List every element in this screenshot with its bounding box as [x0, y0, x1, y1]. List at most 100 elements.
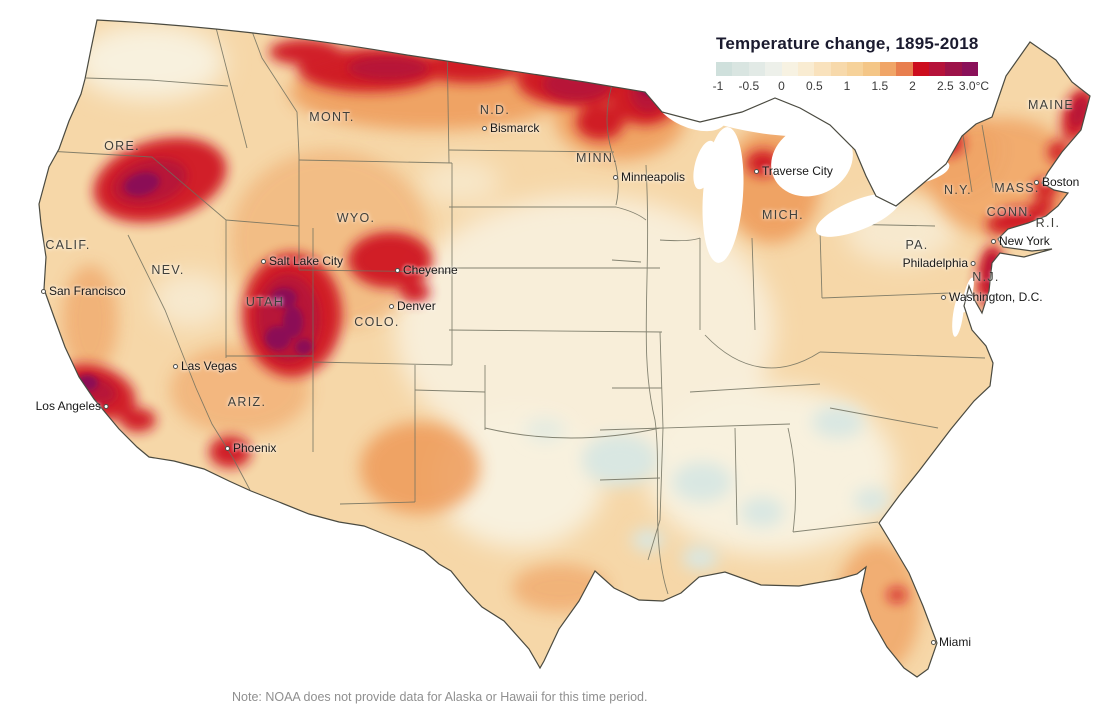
city-dot [613, 174, 618, 180]
legend-tick: 0.5 [805, 79, 823, 93]
state-label-mass: MASS. [994, 181, 1040, 195]
legend-swatch [847, 62, 864, 76]
legend-ticks: -1 -0.5 0 0.5 1 1.5 2 2.5 3.0°C [712, 79, 989, 93]
state-borders [46, 20, 994, 595]
state-label-nd: N.D. [479, 103, 511, 117]
city-miami: Miami [931, 635, 971, 649]
city-dot [931, 639, 936, 645]
city-dot [173, 363, 178, 369]
state-label-minn: MINN. [576, 151, 618, 165]
city-philadelphia: Philadelphia [903, 256, 976, 270]
legend-swatch [961, 62, 978, 76]
city-dot [1034, 179, 1039, 185]
city-dot [971, 260, 976, 266]
state-label-nj: N.J. [972, 270, 1000, 284]
city-los-angeles: Los Angeles [36, 399, 109, 413]
city-label: Phoenix [233, 441, 277, 455]
state-label-mont: MONT. [309, 110, 355, 124]
state-label-ri: R.I. [1035, 216, 1061, 230]
city-dot [261, 258, 266, 264]
city-label: Las Vegas [181, 359, 238, 373]
legend: Temperature change, 1895-2018 -1 -0.5 0 … [712, 34, 989, 93]
legend-tick: 1 [843, 79, 851, 93]
legend-color-scale [716, 62, 978, 76]
city-dot [41, 288, 46, 294]
city-boston: Boston [1034, 175, 1079, 189]
city-label: New York [999, 234, 1050, 248]
state-label-ariz: ARIZ. [227, 395, 267, 409]
legend-tick: 1.5 [871, 79, 889, 93]
city-label: Salt Lake City [269, 254, 344, 268]
city-dot [754, 168, 759, 174]
city-dot [482, 125, 487, 131]
legend-swatch [945, 62, 962, 76]
state-label-conn: CONN. [986, 205, 1034, 219]
legend-swatch [781, 62, 798, 76]
legend-tick: 3.0°C [958, 79, 990, 93]
city-traverse-city: Traverse City [754, 164, 833, 178]
city-denver: Denver [389, 299, 436, 313]
legend-swatch [716, 62, 733, 76]
legend-tick: 2.5 [936, 79, 954, 93]
legend-swatch [928, 62, 946, 76]
footnote: Note: NOAA does not provide data for Ala… [232, 690, 648, 704]
state-label-wyo: WYO. [336, 211, 376, 225]
legend-swatch [879, 62, 897, 76]
city-label: Philadelphia [902, 256, 968, 270]
city-phoenix: Phoenix [225, 441, 276, 455]
city-salt-lake-city: Salt Lake City [261, 254, 343, 268]
city-label: Minneapolis [621, 170, 686, 184]
legend-tick: -1 [712, 79, 724, 93]
legend-swatch [732, 62, 749, 76]
city-dot [991, 238, 996, 244]
state-label-mich: MICH. [762, 208, 804, 222]
city-minneapolis: Minneapolis [613, 170, 685, 184]
city-label: Washington, D.C. [949, 290, 1043, 304]
us-outline [38, 19, 1091, 678]
state-label-ore: ORE. [104, 139, 140, 153]
legend-swatch [863, 62, 880, 76]
state-label-colo: COLO. [354, 315, 400, 329]
legend-tick: 2 [909, 79, 916, 93]
legend-swatch [797, 62, 815, 76]
city-bismarck: Bismarck [482, 121, 539, 135]
city-label: Cheyenne [403, 263, 458, 277]
legend-swatch [830, 62, 847, 76]
legend-swatch [896, 62, 913, 76]
legend-swatch [765, 62, 782, 76]
cooling-zones [525, 406, 890, 570]
legend-tick: 0 [778, 79, 785, 93]
state-label-utah: UTAH [245, 295, 285, 309]
legend-title: Temperature change, 1895-2018 [716, 34, 979, 53]
city-label: Boston [1042, 175, 1080, 189]
city-label: Los Angeles [35, 399, 101, 413]
city-dot [389, 303, 394, 309]
state-label-calif: CALIF. [45, 238, 91, 252]
state-label-ny: N.Y. [944, 183, 972, 197]
city-dot [225, 445, 230, 451]
legend-tick: -0.5 [738, 79, 760, 93]
state-label-pa: PA. [905, 238, 929, 252]
city-dot [104, 403, 109, 409]
city-dot [941, 294, 946, 300]
city-washington-dc: Washington, D.C. [941, 290, 1043, 304]
legend-swatch [748, 62, 766, 76]
city-label: Bismarck [490, 121, 540, 135]
city-label: Denver [397, 299, 436, 313]
city-cheyenne: Cheyenne [395, 263, 458, 277]
city-new-york: New York [991, 234, 1050, 248]
city-label: San Francisco [49, 284, 126, 298]
city-label: Traverse City [762, 164, 833, 178]
extreme-zones [76, 79, 656, 391]
city-label: Miami [939, 635, 971, 649]
state-label-nev: NEV. [151, 263, 185, 277]
city-dot [395, 267, 400, 273]
legend-swatch [814, 62, 831, 76]
city-san-francisco: San Francisco [41, 284, 126, 298]
city-las-vegas: Las Vegas [173, 359, 237, 373]
state-label-maine: MAINE [1027, 98, 1075, 112]
legend-swatch [912, 62, 929, 76]
